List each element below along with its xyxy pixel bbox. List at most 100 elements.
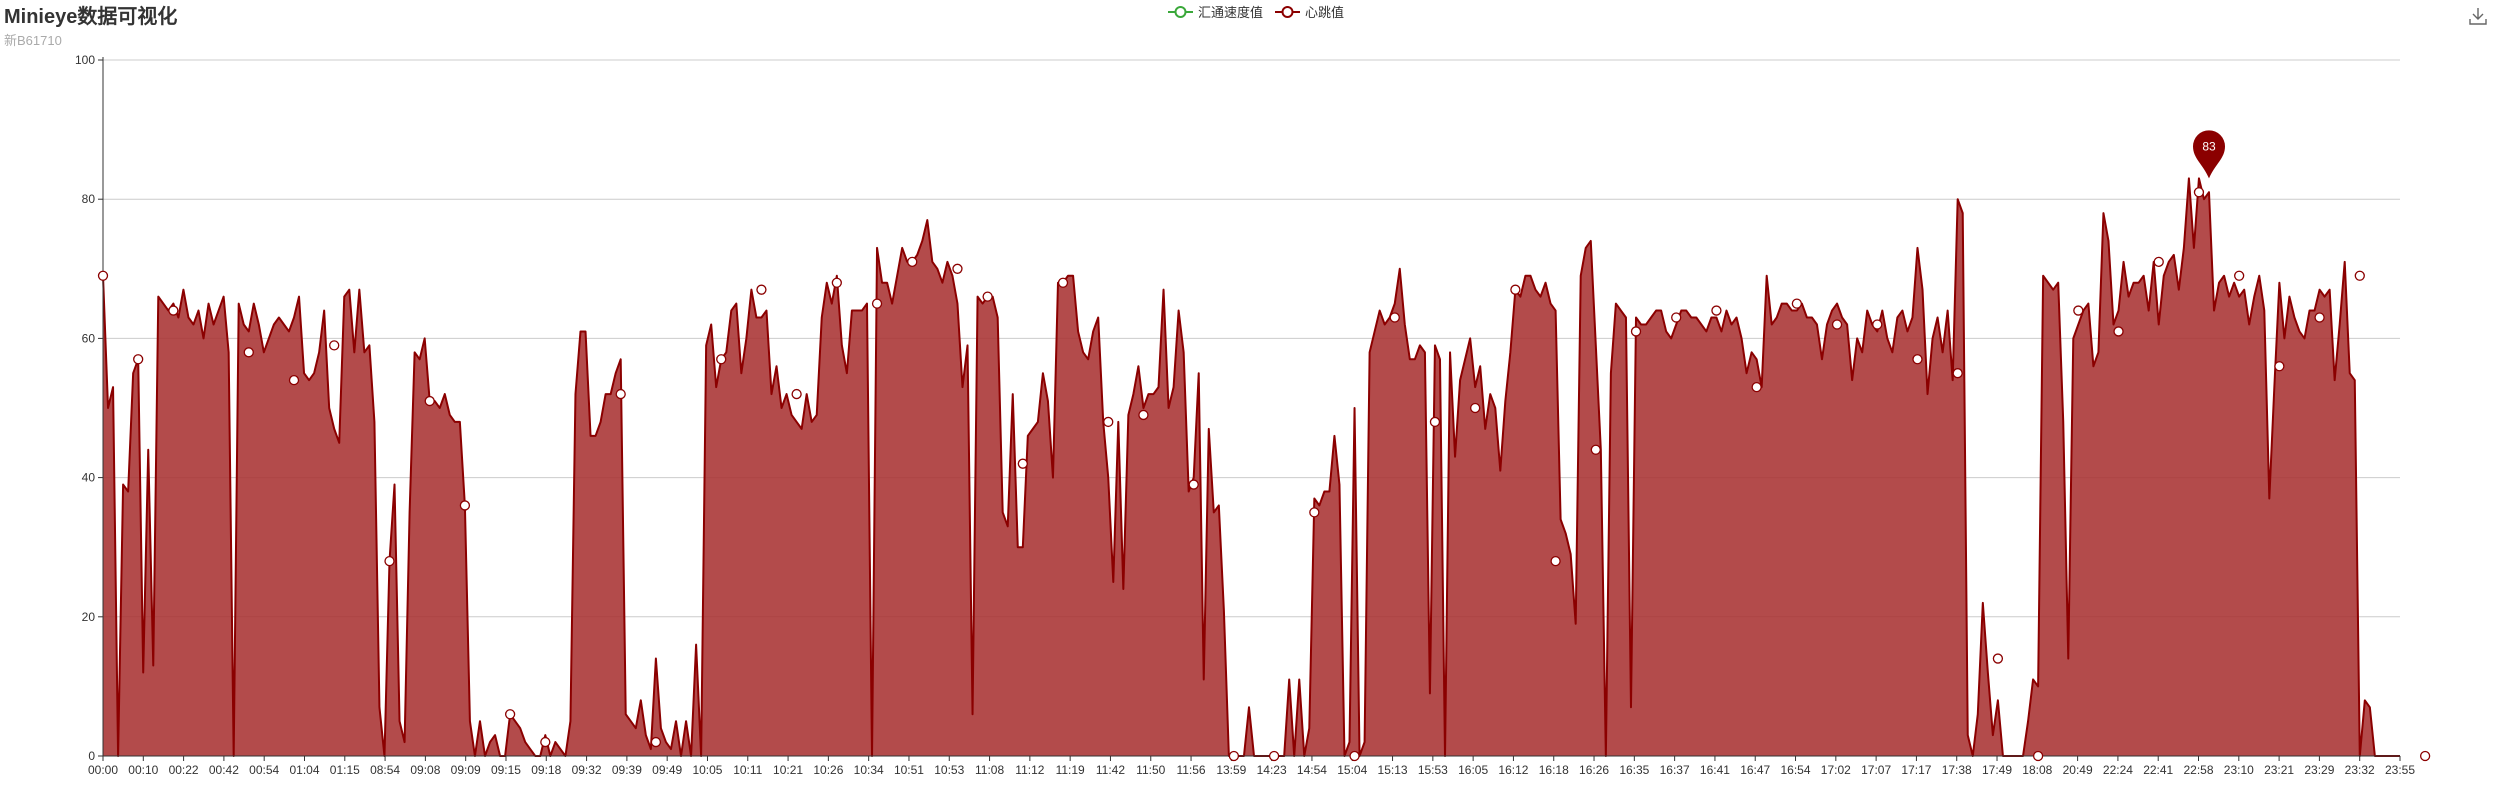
x-tick-label: 17:17 (1901, 763, 1931, 777)
data-point (1992, 653, 2004, 664)
x-tick-label: 01:15 (330, 763, 360, 777)
data-point (2193, 187, 2205, 198)
data-point (1429, 416, 1441, 428)
data-point (2113, 326, 2124, 337)
x-tick-label: 16:12 (1498, 763, 1528, 777)
data-point (243, 347, 254, 358)
x-tick-label: 15:13 (1378, 763, 1408, 777)
chart-legend: 汇通速度值 心跳值 (1168, 2, 1344, 21)
data-point (650, 736, 662, 748)
data-point (2032, 750, 2044, 762)
data-point (459, 500, 471, 511)
x-tick-label: 22:41 (2143, 763, 2173, 777)
data-point (1952, 368, 1963, 379)
data-point (1510, 284, 1521, 295)
x-tick-label: 10:26 (813, 763, 843, 777)
data-point (1138, 409, 1149, 421)
data-point (1268, 750, 1280, 762)
data-point (1912, 354, 1923, 365)
legend-item-heartbeat[interactable]: 心跳值 (1275, 2, 1344, 21)
data-point (1872, 319, 1883, 330)
x-tick-label: 17:38 (1942, 763, 1972, 777)
x-tick-label: 20:49 (2063, 763, 2093, 777)
x-tick-label: 14:54 (1297, 763, 1327, 777)
x-tick-label: 09:08 (410, 763, 440, 777)
x-tick-label: 10:21 (773, 763, 803, 777)
y-tick-label: 80 (82, 192, 96, 206)
data-point (1550, 555, 1561, 567)
y-tick-label: 100 (75, 53, 95, 67)
data-point (1349, 750, 1360, 762)
x-tick-label: 09:15 (491, 763, 521, 777)
x-tick-label: 23:55 (2385, 763, 2415, 777)
data-point (831, 277, 842, 288)
x-tick-label: 11:50 (1136, 763, 1165, 777)
data-point (1751, 381, 1762, 393)
data-point (1630, 326, 1642, 337)
x-tick-label: 16:41 (1700, 763, 1730, 777)
data-point (1389, 312, 1400, 323)
data-point (952, 263, 963, 274)
data-point (97, 270, 109, 281)
x-tick-label: 15:53 (1418, 763, 1448, 777)
y-tick-label: 0 (88, 749, 95, 763)
x-tick-label: 22:58 (2183, 763, 2213, 777)
x-tick-label: 09:09 (451, 763, 481, 777)
data-point (2073, 305, 2084, 316)
heartbeat-area (103, 178, 2400, 756)
x-tick-label: 18:08 (2022, 763, 2052, 777)
x-tick-label: 16:05 (1458, 763, 1488, 777)
x-tick-label: 15:04 (1337, 763, 1367, 777)
x-tick-label: 09:18 (531, 763, 561, 777)
legend-speed-label: 汇通速度值 (1198, 5, 1264, 20)
x-tick-label: 17:49 (1982, 763, 2012, 777)
data-point (907, 256, 918, 267)
x-tick-label: 09:32 (572, 763, 602, 777)
data-point (2274, 361, 2285, 372)
x-tick-label: 10:53 (934, 763, 964, 777)
data-point (424, 395, 435, 407)
data-point (288, 375, 300, 386)
data-point (791, 388, 802, 400)
x-tick-label: 10:05 (692, 763, 722, 777)
x-tick-label: 22:24 (2103, 763, 2133, 777)
x-tick-label: 00:00 (88, 763, 118, 777)
x-tick-label: 11:56 (1176, 763, 1205, 777)
data-point (1831, 319, 1843, 330)
data-point (1470, 402, 1481, 414)
chart-title: Minieye数据可视化 (4, 6, 178, 28)
data-point (2419, 750, 2431, 762)
x-tick-label: 01:04 (289, 763, 319, 777)
x-tick-label: 17:07 (1861, 763, 1891, 777)
data-point (540, 736, 551, 748)
data-point (1017, 458, 1028, 469)
chart-subtitle: 新B61710 (4, 33, 62, 48)
x-tick-label: 08:54 (370, 763, 400, 777)
data-point (1103, 416, 1114, 428)
data-point (1711, 305, 1722, 316)
legend-heartbeat-icon (1275, 5, 1301, 18)
x-tick-label: 00:10 (128, 763, 158, 777)
legend-item-speed[interactable]: 汇通速度值 (1168, 2, 1263, 21)
x-tick-label: 16:18 (1539, 763, 1569, 777)
data-point (1671, 312, 1682, 323)
y-tick-label: 60 (82, 331, 96, 345)
legend-heartbeat-label: 心跳值 (1305, 5, 1345, 20)
data-point (168, 305, 179, 316)
data-point (329, 340, 340, 351)
download-icon[interactable] (2468, 6, 2488, 26)
x-tick-label: 14:23 (1257, 763, 1287, 777)
x-tick-label: 10:34 (854, 763, 884, 777)
x-tick-label: 00:54 (249, 763, 279, 777)
x-tick-label: 00:22 (169, 763, 199, 777)
data-point (871, 298, 883, 309)
data-point (716, 354, 727, 365)
x-tick-label: 09:49 (652, 763, 682, 777)
x-tick-label: 16:26 (1579, 763, 1609, 777)
y-tick-label: 20 (82, 610, 96, 624)
x-tick-label: 11:08 (975, 763, 1004, 777)
data-point (2314, 312, 2325, 323)
data-point (1188, 479, 1199, 490)
data-point (384, 555, 395, 567)
